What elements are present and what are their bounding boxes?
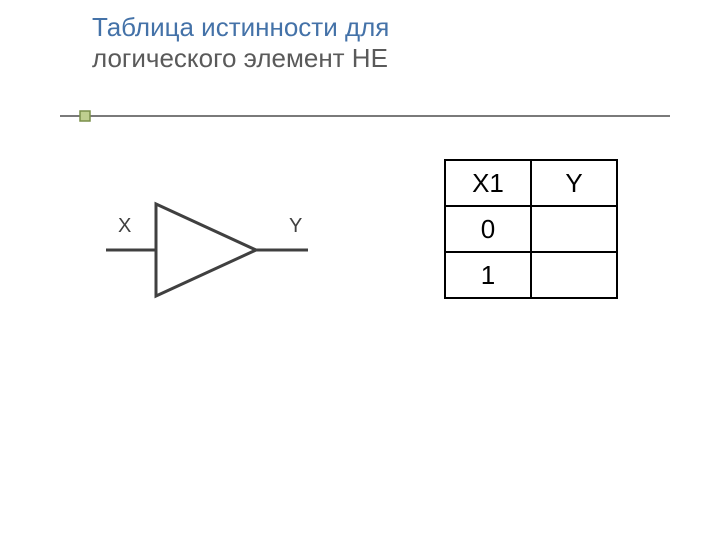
gate-output-label: Y	[289, 215, 302, 237]
underline-square-icon	[80, 111, 90, 121]
col-header-y: Y	[531, 160, 617, 206]
title-line-2: логического элемент НЕ	[92, 43, 612, 74]
table-header-row: X1 Y	[445, 160, 617, 206]
cell-x1-r0: 0	[445, 206, 531, 252]
table-row: 1	[445, 252, 617, 298]
gate-triangle-icon	[156, 204, 256, 296]
slide: Таблица истинности для логического элеме…	[0, 0, 720, 540]
logic-gate-diagram: X Y	[96, 190, 316, 310]
cell-x1-r1: 1	[445, 252, 531, 298]
table-row: 0	[445, 206, 617, 252]
title-line-1: Таблица истинности для	[92, 12, 612, 43]
slide-title: Таблица истинности для логического элеме…	[92, 12, 612, 74]
cell-y-r0	[531, 206, 617, 252]
gate-input-label: X	[118, 215, 131, 237]
truth-table: X1 Y 0 1	[444, 159, 618, 299]
title-underline	[60, 108, 680, 124]
cell-y-r1	[531, 252, 617, 298]
col-header-x1: X1	[445, 160, 531, 206]
